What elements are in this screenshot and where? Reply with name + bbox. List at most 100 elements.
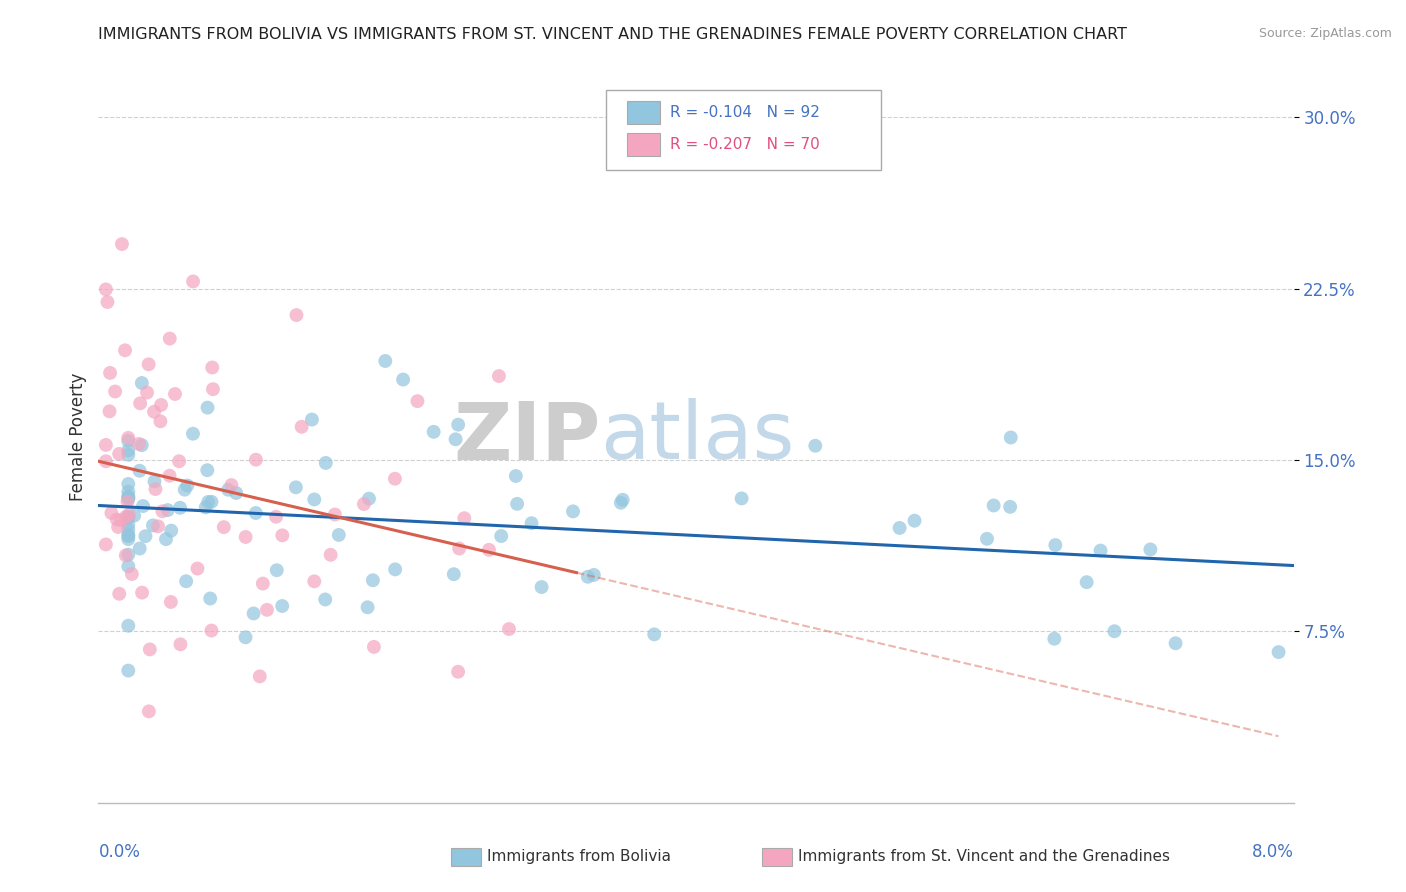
Text: Immigrants from Bolivia: Immigrants from Bolivia: [486, 849, 671, 864]
Point: [104, 384, 127, 399]
Point: [114, 343, 136, 358]
Point: [107, 520, 129, 534]
Point: [271, 528, 294, 542]
Point: [117, 532, 139, 546]
Point: [284, 480, 307, 494]
Point: [121, 567, 143, 582]
Point: [160, 524, 183, 538]
Point: [235, 630, 257, 644]
Point: [285, 308, 308, 322]
Point: [498, 622, 520, 636]
FancyBboxPatch shape: [606, 90, 882, 170]
Point: [117, 664, 139, 678]
Point: [576, 570, 599, 584]
Point: [356, 600, 378, 615]
Point: [242, 607, 264, 621]
Point: [998, 500, 1021, 514]
Text: R = -0.104   N = 92: R = -0.104 N = 92: [669, 105, 820, 120]
Point: [98, 366, 121, 380]
Point: [132, 499, 155, 513]
Point: [155, 532, 177, 546]
Point: [117, 511, 139, 525]
Point: [131, 585, 153, 599]
Point: [249, 669, 271, 683]
Point: [1164, 636, 1187, 650]
Point: [138, 705, 160, 719]
Point: [131, 376, 153, 390]
Text: 8.0%: 8.0%: [1251, 843, 1294, 861]
Point: [245, 506, 267, 520]
Point: [146, 519, 169, 533]
Point: [197, 495, 219, 509]
Point: [142, 518, 165, 533]
Point: [117, 431, 139, 445]
Point: [1076, 575, 1098, 590]
Point: [138, 357, 160, 371]
Point: [117, 490, 139, 504]
Point: [118, 508, 141, 522]
Point: [145, 482, 167, 496]
Point: [139, 642, 162, 657]
Point: [117, 491, 139, 505]
Point: [163, 387, 186, 401]
Text: Immigrants from St. Vincent and the Grenadines: Immigrants from St. Vincent and the Gren…: [797, 849, 1170, 864]
Point: [194, 500, 217, 515]
Point: [488, 369, 510, 384]
Point: [221, 478, 243, 492]
Point: [181, 426, 204, 441]
Point: [384, 472, 406, 486]
Point: [110, 513, 132, 527]
Point: [128, 541, 150, 556]
Point: [443, 567, 465, 582]
Point: [353, 497, 375, 511]
Point: [201, 360, 224, 375]
Point: [1267, 645, 1289, 659]
Point: [1090, 543, 1112, 558]
Point: [143, 475, 166, 489]
Point: [117, 548, 139, 562]
Point: [582, 568, 605, 582]
Point: [176, 478, 198, 492]
Point: [117, 491, 139, 506]
Point: [195, 463, 218, 477]
Point: [117, 494, 139, 508]
Bar: [627, 133, 661, 156]
Point: [478, 542, 501, 557]
Text: Source: ZipAtlas.com: Source: ZipAtlas.com: [1258, 27, 1392, 40]
Point: [315, 456, 337, 470]
Point: [143, 405, 166, 419]
Point: [174, 574, 197, 589]
Point: [200, 495, 222, 509]
Point: [212, 520, 235, 534]
Point: [160, 595, 183, 609]
Point: [117, 528, 139, 542]
Point: [530, 580, 553, 594]
Point: [108, 447, 131, 461]
Point: [804, 439, 827, 453]
Point: [314, 592, 336, 607]
Point: [903, 514, 925, 528]
Point: [357, 491, 380, 506]
Point: [610, 496, 633, 510]
Text: R = -0.207   N = 70: R = -0.207 N = 70: [669, 137, 820, 152]
Point: [117, 523, 139, 537]
Point: [105, 512, 128, 526]
Point: [245, 452, 267, 467]
Bar: [451, 848, 481, 866]
Y-axis label: Female Poverty: Female Poverty: [69, 373, 87, 501]
Point: [94, 438, 117, 452]
Point: [444, 432, 467, 446]
Point: [323, 508, 346, 522]
Point: [149, 414, 172, 428]
Point: [264, 509, 287, 524]
Point: [117, 448, 139, 462]
Point: [217, 483, 239, 497]
Point: [94, 537, 117, 551]
Point: [304, 574, 326, 589]
Point: [114, 549, 136, 563]
Point: [301, 412, 323, 426]
Point: [200, 624, 222, 638]
Point: [169, 500, 191, 515]
Point: [131, 438, 153, 452]
Point: [453, 511, 475, 525]
